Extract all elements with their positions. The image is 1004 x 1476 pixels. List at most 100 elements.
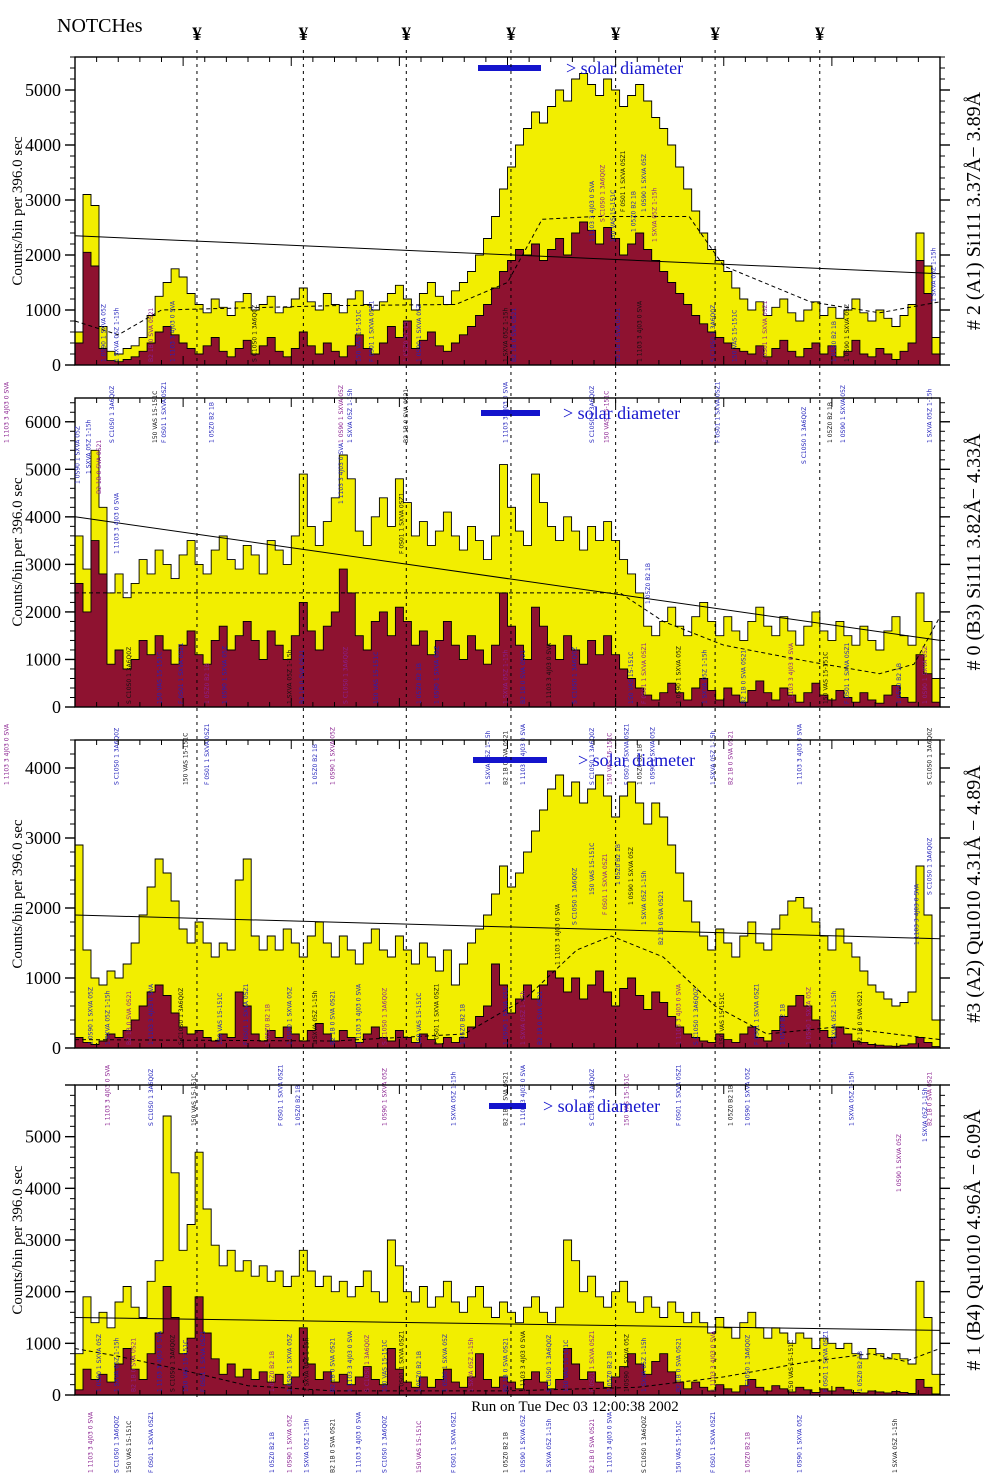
y-tick-label: 4000 <box>25 135 61 155</box>
micro-annotation: 1 0S90 1 SXVA 05Z <box>330 727 337 785</box>
micro-annotation: B2 1B 0 SVA 0S21 <box>126 991 133 1045</box>
panel-2: 0 1000 2000 3000 4000 5000 6000 1 0S90 1 SXVA 0… <box>3 397 950 785</box>
micro-annotation: 1 SXVA 05Z 1-15h <box>710 730 717 785</box>
micro-annotation: S C10S0 1 3A6Q0Z <box>572 868 579 925</box>
solar-diameter-bar <box>478 65 541 71</box>
micro-annotation: F 0S01 1 SXVA 0SZ1 <box>844 642 851 704</box>
micro-annotation: 1 0S90 1 SXVA 05Z <box>87 987 94 1045</box>
micro-annotation: 1 05Z0 B2 1B <box>269 1432 276 1473</box>
micro-annotation: S C10S0 1 3A6Q0Z <box>589 386 596 443</box>
y-tick-label: 5000 <box>25 80 61 100</box>
micro-annotation: 1 1103 3 4J03 0 SVA <box>148 983 155 1045</box>
micro-annotation: 150 VAS 15-151C <box>610 190 617 242</box>
micro-annotation: 150 VAS 15-151C <box>373 652 380 704</box>
micro-annotation: 150 VAS 15-151C <box>676 1421 683 1473</box>
micro-annotation: 150 VAS 15-151C <box>381 1340 388 1392</box>
micro-annotation: B2 1B 0 SVA 0S21 <box>96 440 103 494</box>
micro-annotation: 1 05Z0 B2 1B <box>896 663 903 704</box>
micro-annotation: S C10S0 1 3A6Q0Z <box>148 1069 155 1126</box>
micro-annotation: 1 0S90 1 SXVA 05Z <box>286 987 293 1045</box>
micro-annotation: F 0S01 1 SXVA 0SZ1 <box>710 1411 717 1473</box>
micro-annotation: 1 1103 3 4J03 0 SVA <box>606 1411 613 1473</box>
micro-annotation: B2 1B 0 SVA 0S21 <box>676 1338 683 1392</box>
micro-annotation: F 0S01 1 SXVA 0SZ1 <box>753 983 760 1045</box>
micro-annotation: 1 0S90 1 SXVA 05Z <box>844 304 851 362</box>
micro-annotation: S C10S0 1 3A6Q0Z <box>589 1069 596 1126</box>
micro-annotation: S C10S0 1 3A6Q0Z <box>710 305 717 362</box>
micro-annotation: 1 05Z0 B2 1B <box>727 1085 734 1126</box>
micro-annotation: 1 SXVA 05Z 1-15h <box>641 1337 648 1392</box>
micro-annotation: 1 SXVA 05Z 1-15h <box>451 1071 458 1126</box>
micro-annotation: 1 05Z0 B2 1B <box>416 663 423 704</box>
micro-annotation: 150 VAS 15-151C <box>416 993 423 1045</box>
solar-diameter-bar <box>481 410 540 416</box>
micro-annotation: 1 SXVA 05Z 1-15h <box>701 649 708 704</box>
micro-annotation: 1 1103 3 4J03 0 SVA <box>520 1064 527 1126</box>
solar-diameter-label-1: > solar diameter <box>566 58 684 78</box>
micro-annotation: B2 1B 0 SVA 0S21 <box>131 1338 138 1392</box>
micro-annotation: 150 VAS 15-151C <box>182 1340 189 1392</box>
total-counts-histogram <box>74 1115 941 1396</box>
solar-diameter-bar <box>489 1103 526 1109</box>
micro-annotation: 1 05Z0 B2 1B <box>831 321 838 362</box>
micro-annotation: 150 VAS 15-151C <box>217 993 224 1045</box>
micro-annotation: F 0S01 1 SXVA 0SZ1 <box>148 1411 155 1473</box>
micro-annotation: 1 1103 3 4J03 0 SVA <box>520 723 527 785</box>
y-tick-label: 1000 <box>25 968 61 988</box>
micro-annotation: F 0S01 1 SXVA 0SZ1 <box>589 1330 596 1392</box>
micro-annotation: 1 0S90 1 SXVA 05Z <box>805 987 812 1045</box>
micro-annotation: F 0S01 1 SXVA 0SZ1 <box>451 1411 458 1473</box>
micro-annotation: 1 1103 3 4J03 0 SVA <box>710 1330 717 1392</box>
micro-annotation: F 0S01 1 SXVA 0SZ1 <box>641 642 648 704</box>
micro-annotation: 1 1103 3 4J03 0 SVA <box>347 1330 354 1392</box>
trend-line <box>74 1317 941 1331</box>
micro-annotation: F 0S01 1 SXVA 0SZ1 <box>676 1064 683 1126</box>
trend-line <box>74 914 941 940</box>
micro-annotation: F 0S01 1 SXVA 0SZ1 <box>624 723 631 785</box>
y-tick-label: 6000 <box>25 412 61 432</box>
micro-annotation: S C10S0 1 3A6Q0Z <box>599 165 606 222</box>
micro-annotation: 1 SXVA 05Z 1-15h <box>926 388 933 443</box>
micro-annotation: S C10S0 1 3A6Q0Z <box>109 386 116 443</box>
trend-line <box>74 516 941 641</box>
micro-annotation: S C10S0 1 3A6Q0Z <box>546 1335 553 1392</box>
micro-annotation: 150 VAS 15-151C <box>589 843 596 895</box>
micro-annotation: S C10S0 1 3A6Q0Z <box>364 1335 371 1392</box>
total-counts-histogram <box>74 774 941 1049</box>
y-tick-label: 0 <box>52 697 61 717</box>
y-tick-label: 5000 <box>25 1127 61 1147</box>
micro-annotation: B2 1B 0 SVA 0S21 <box>857 991 864 1045</box>
micro-annotation: 1 1103 3 4J03 0 SVA <box>797 723 804 785</box>
micro-annotation: 150 VAS 15-151C <box>157 652 164 704</box>
background-dashed-curve <box>74 1348 941 1392</box>
micro-annotation: B2 1B 0 SVA 0S21 <box>740 650 747 704</box>
micro-annotation: B2 1B 0 SVA 0S21 <box>503 1072 510 1126</box>
y-tick-label: 4000 <box>25 507 61 527</box>
micro-annotation: 1 SXVA 05Z 1-15h <box>468 1337 475 1392</box>
micro-annotation: 1 05Z0 B2 1B <box>403 321 410 362</box>
micro-annotation: F 0S01 1 SXVA 0SZ1 <box>399 492 406 554</box>
micro-annotation: 1 05Z0 B2 1B <box>637 744 644 785</box>
micro-annotation: 1 0S90 1 SXVA 05Z <box>745 1068 752 1126</box>
micro-annotation: S C10S0 1 3A6Q0Z <box>113 728 120 785</box>
micro-annotation: B2 1B 0 SVA 0S21 <box>299 650 306 704</box>
micro-annotation: S C10S0 1 3A6Q0Z <box>126 647 133 704</box>
micro-annotation: B2 1B 0 SVA 0S21 <box>330 1419 337 1473</box>
micro-annotation: S C10S0 1 3A6Q0Z <box>178 988 185 1045</box>
micro-annotation: F 0S01 1 SXVA 0SZ1 <box>399 1330 406 1392</box>
micro-annotation: S C10S0 1 3A6Q0Z <box>169 1335 176 1392</box>
micro-annotation: B2 1B 0 SVA 0S21 <box>658 891 665 945</box>
micro-annotation: 1 SXVA 05Z 1-15h <box>304 1418 311 1473</box>
micro-annotation: 1 0S90 1 SXVA 05Z <box>628 847 635 905</box>
micro-annotation: 1 SXVA 05Z 1-15h <box>849 1071 856 1126</box>
micro-annotation: 150 VAS 15-151C <box>355 310 362 362</box>
micro-annotation: 1 1103 3 4J03 0 SVA <box>87 1411 94 1473</box>
micro-annotation: 1 SXVA 05Z 1-15h <box>503 649 510 704</box>
micro-annotation: 1 05Z0 B2 1B <box>631 191 638 232</box>
y-tick-label: 0 <box>52 355 61 375</box>
micro-annotation: 1 0S90 1 SXVA 05Z <box>433 646 440 704</box>
y-tick-label: 3000 <box>25 554 61 574</box>
micro-annotation: 1 0S90 1 SXVA 05Z <box>381 1068 388 1126</box>
micro-annotation: F 0S01 1 SXVA 0SZ1 <box>714 381 721 443</box>
micro-annotation: 1 05Z0 B2 1B <box>295 1085 302 1126</box>
